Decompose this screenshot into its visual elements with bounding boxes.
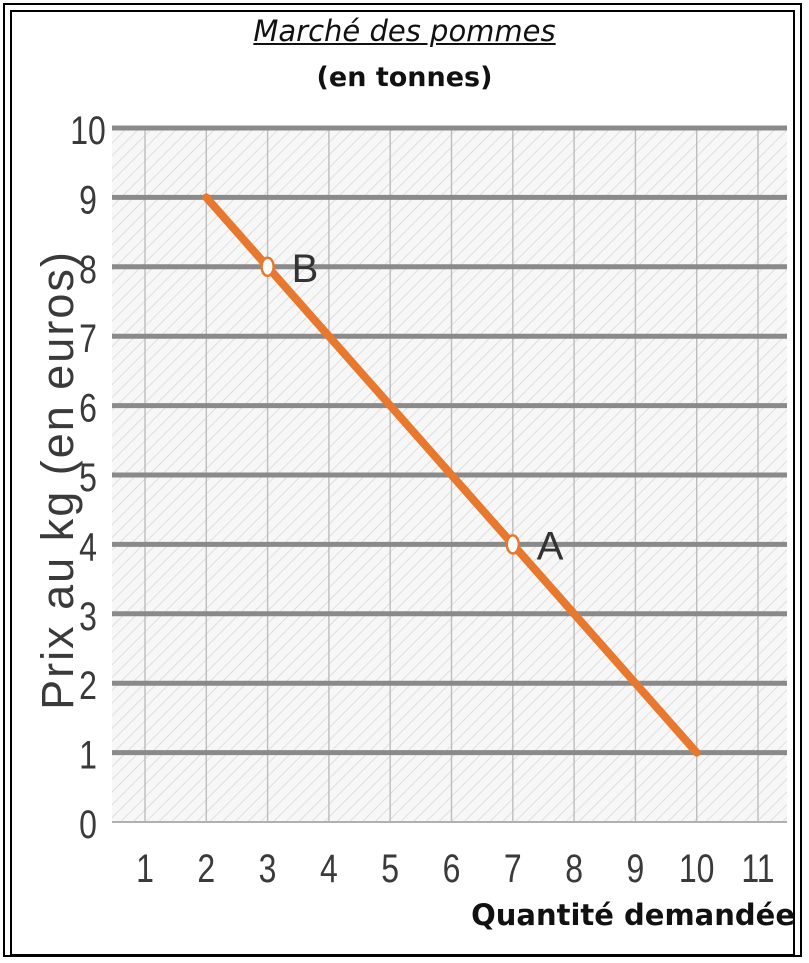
demand-line [202,193,701,757]
point-label-a: A [537,524,564,568]
y-tick-label: 7 [79,316,97,361]
y-tick-label: 9 [79,177,97,222]
y-tick-label: 4 [79,524,97,569]
x-tick-label: 1 [136,846,154,891]
y-tick-label: 2 [79,663,97,708]
point-marker-a [505,534,521,555]
x-tick-label: 10 [679,846,715,891]
x-tick-label: 11 [741,846,774,891]
x-tick-label: 9 [626,846,644,891]
x-tick-label: 4 [320,846,338,891]
y-tick-label: 5 [79,455,97,500]
x-tick-label: 2 [197,846,215,891]
outer-border [3,3,802,957]
x-tick-label: 5 [381,846,399,891]
x-tick-label: 3 [259,846,277,891]
x-tick-label: 6 [443,846,461,891]
x-axis-label: Quantité demandée [471,898,795,932]
point-label-b: B [292,247,319,291]
y-tick-label: 6 [79,385,97,430]
y-tick-label: 0 [79,802,97,847]
chart-title: Marché des pommes [253,14,556,48]
y-tick-label: 3 [79,593,97,638]
x-tick-label: 7 [504,846,522,891]
y-tick-label: 10 [70,108,106,153]
x-tick-label: 8 [565,846,583,891]
chart-subtitle: (en tonnes) [316,62,493,93]
inner-border [10,10,795,956]
point-marker-b [260,256,275,278]
y-tick-label: 1 [79,732,97,777]
y-tick-label: 8 [79,246,97,291]
